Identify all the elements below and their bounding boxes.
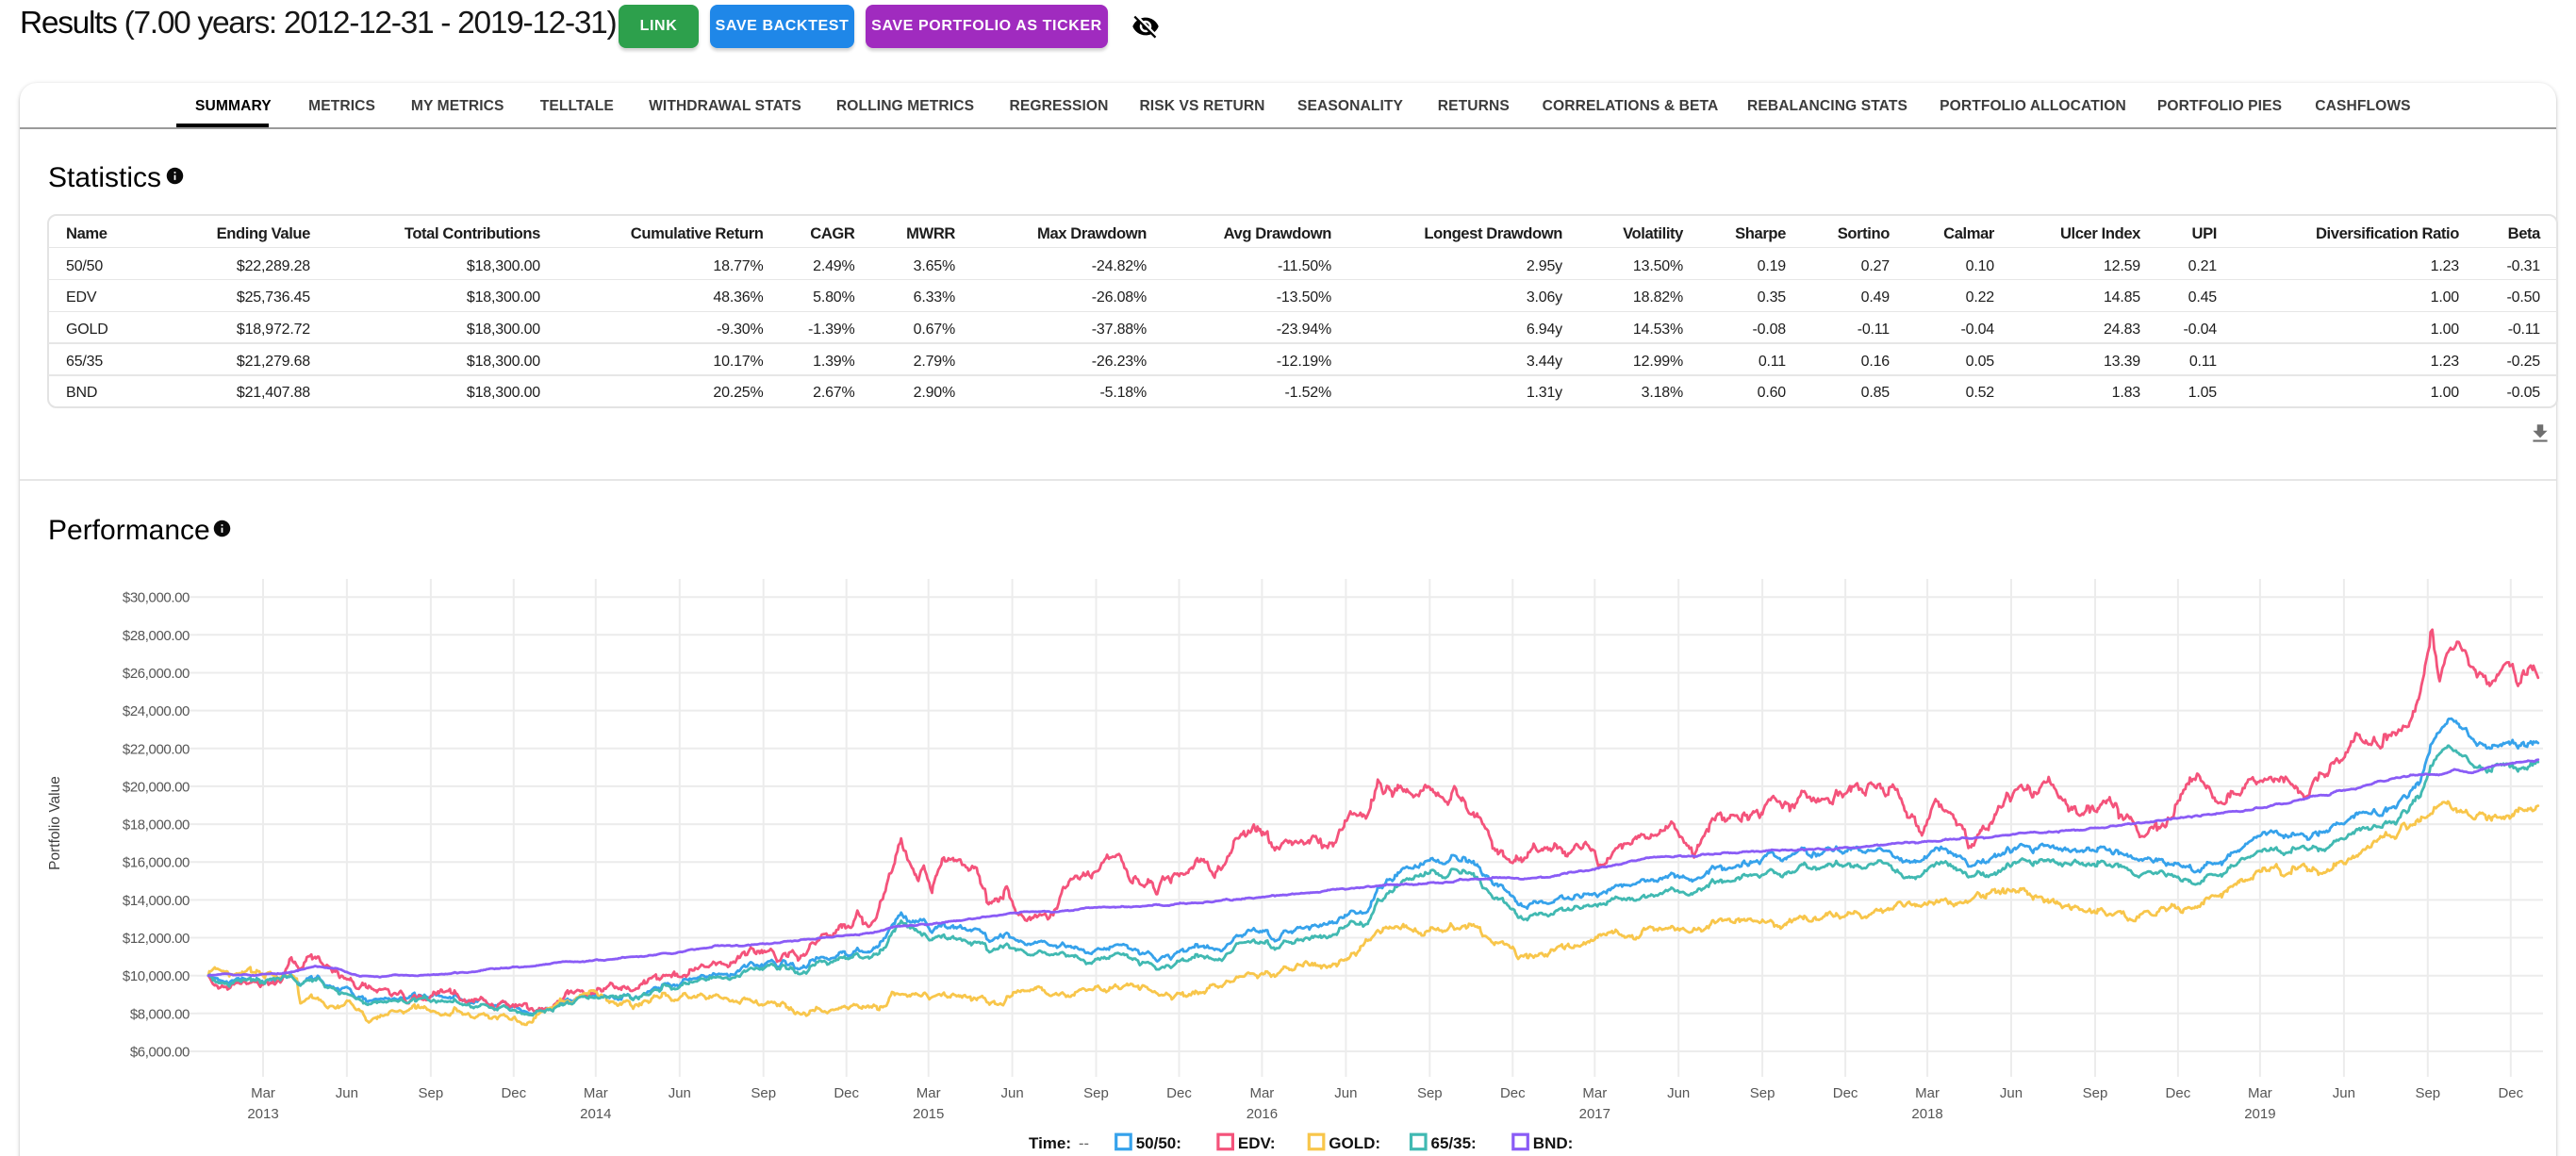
svg-text:Dec: Dec [1833,1085,1858,1101]
svg-text:Sep: Sep [1750,1085,1775,1101]
svg-text:Mar: Mar [584,1085,608,1101]
svg-text:Jun: Jun [2333,1085,2355,1101]
svg-text:$22,000.00: $22,000.00 [123,741,190,757]
svg-text:Sep: Sep [1083,1085,1109,1101]
svg-text:Jun: Jun [1001,1085,1024,1101]
svg-text:$6,000.00: $6,000.00 [130,1045,190,1061]
svg-text:Sep: Sep [419,1085,444,1101]
svg-text:Sep: Sep [2083,1085,2108,1101]
svg-text:$20,000.00: $20,000.00 [123,779,190,795]
svg-text:$12,000.00: $12,000.00 [123,931,190,947]
svg-text:$18,000.00: $18,000.00 [123,817,190,834]
svg-text:Dec: Dec [1166,1085,1192,1101]
svg-text:2018: 2018 [1911,1106,1942,1122]
svg-text:Mar: Mar [1249,1085,1274,1101]
svg-text:Dec: Dec [2498,1085,2523,1101]
svg-text:Mar: Mar [1582,1085,1607,1101]
svg-text:Portfolio Value: Portfolio Value [47,776,63,870]
svg-text:Dec: Dec [1500,1085,1526,1101]
svg-text:Mar: Mar [916,1085,941,1101]
svg-text:$26,000.00: $26,000.00 [123,666,190,682]
svg-text:Time:: Time: [1029,1134,1071,1152]
svg-text:Jun: Jun [1334,1085,1357,1101]
svg-text:Sep: Sep [751,1085,776,1101]
svg-text:65/35:: 65/35: [1431,1134,1477,1152]
svg-text:EDV:: EDV: [1238,1134,1276,1152]
svg-text:GOLD:: GOLD: [1329,1134,1380,1152]
svg-text:--: -- [1079,1135,1089,1152]
svg-text:2013: 2013 [247,1106,278,1122]
svg-text:$24,000.00: $24,000.00 [123,703,190,719]
svg-text:BND:: BND: [1533,1134,1574,1152]
svg-text:Mar: Mar [1915,1085,1940,1101]
svg-text:$14,000.00: $14,000.00 [123,893,190,909]
svg-text:$8,000.00: $8,000.00 [130,1006,190,1022]
svg-text:2017: 2017 [1579,1106,1610,1122]
svg-text:Jun: Jun [669,1085,691,1101]
svg-text:$10,000.00: $10,000.00 [123,968,190,984]
svg-text:Mar: Mar [2248,1085,2272,1101]
svg-text:2014: 2014 [580,1106,611,1122]
svg-text:Mar: Mar [251,1085,275,1101]
svg-text:Dec: Dec [501,1085,526,1101]
svg-text:Dec: Dec [834,1085,859,1101]
svg-text:$16,000.00: $16,000.00 [123,855,190,871]
svg-text:2019: 2019 [2244,1106,2275,1122]
svg-text:Dec: Dec [2166,1085,2191,1101]
svg-text:2015: 2015 [913,1106,944,1122]
svg-text:Jun: Jun [2000,1085,2023,1101]
svg-text:Jun: Jun [1667,1085,1690,1101]
svg-text:50/50:: 50/50: [1136,1134,1181,1152]
svg-text:Sep: Sep [1417,1085,1443,1101]
svg-text:Jun: Jun [336,1085,358,1101]
svg-text:$30,000.00: $30,000.00 [123,590,190,606]
svg-text:Sep: Sep [2415,1085,2440,1101]
svg-text:2016: 2016 [1247,1106,1278,1122]
svg-text:$28,000.00: $28,000.00 [123,628,190,644]
